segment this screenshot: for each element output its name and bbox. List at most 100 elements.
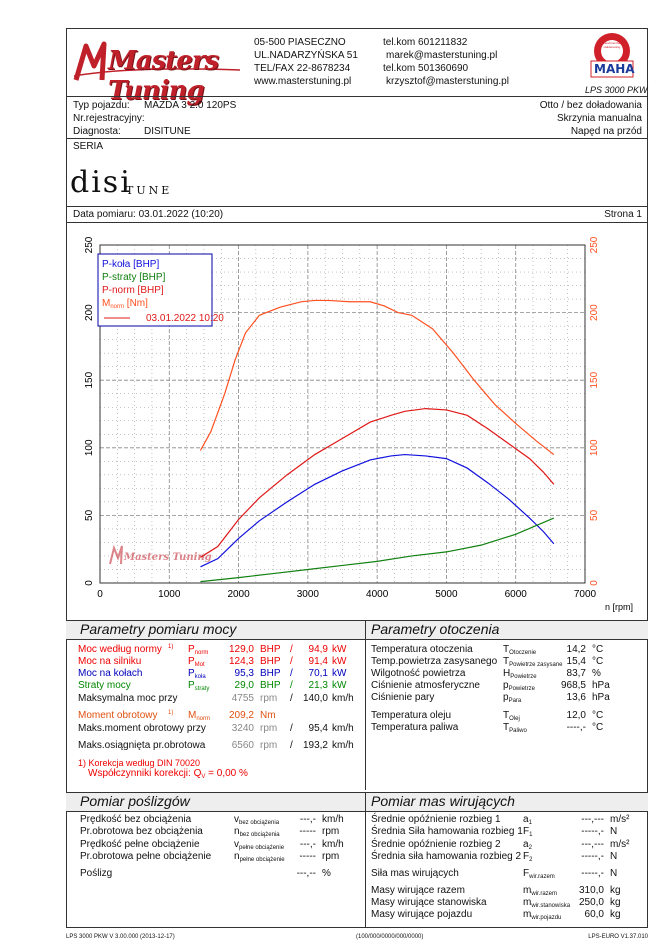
power-row-r8-unit1: rpm — [260, 740, 278, 751]
mass-row-m1-sym-subscript: 1 — [528, 820, 532, 826]
power-row-r5-value1: 4755 — [231, 693, 254, 704]
power-row-r7-unit1: rpm — [260, 723, 278, 734]
disitune-logo-sub: TUNE — [126, 184, 173, 197]
power-row-r8-label: Maks.osiągnięta pr.obrotowa — [78, 740, 206, 751]
mass-row-m8-value: 60,0 — [584, 909, 604, 920]
mass-row-m2-value: -----,- — [581, 826, 604, 837]
mass-row-m3-sym-subscript: 2 — [528, 845, 532, 851]
company-logo-graphic — [73, 41, 241, 81]
company-logo: Masters Tuning — [72, 36, 244, 106]
x-tick-label: 7000 — [574, 589, 597, 600]
slip-row-s3-value: ---,- — [299, 839, 316, 850]
mass-row-m8-sym-symbol: m — [523, 909, 532, 920]
x-tick-label: 6000 — [505, 589, 528, 600]
power-row-r1-value2: 94,9 — [308, 644, 328, 655]
correction-sub: V — [201, 774, 206, 780]
chart-legend: P-koła [BHP] P-straty [BHP] P-norm [BHP]… — [97, 253, 224, 327]
power-row-r3-unit2: kW — [332, 668, 347, 679]
power-params-title: Parametry pomiaru mocy — [80, 621, 237, 637]
slip-row-s4-value: ----- — [299, 851, 316, 862]
mass-row-m4-sym-subscript: 2 — [529, 857, 533, 863]
power-row-r5-unit1: rpm — [260, 693, 278, 704]
mass-row-m3-sym: a2 — [523, 839, 532, 854]
power-row-r6-footnote: 1) — [168, 710, 174, 716]
params-header-bar — [66, 620, 648, 640]
page-number: Strona 1 — [604, 209, 642, 220]
mass-row-m2-sym-subscript: 1 — [529, 832, 533, 838]
mass-row-m4-value: -----,- — [581, 851, 604, 862]
slip-header-bar — [66, 792, 648, 812]
ambient-row-a3-value: 83,7 — [566, 668, 586, 679]
legend-p-kola: P-koła [BHP] — [102, 259, 159, 270]
mass-row-m5-sym: Fwir.razem — [523, 868, 555, 883]
power-row-r1-sym-subscript: norm — [194, 650, 209, 656]
slip-title: Pomiar poślizgów — [80, 793, 190, 809]
gearbox-type: Skrzynia manualna — [556, 113, 642, 124]
slip-row-s2-sym-symbol: n — [234, 826, 240, 837]
y-tick-right: 200 — [589, 304, 600, 321]
y-tick-left: 250 — [84, 236, 95, 253]
params-divider — [365, 620, 366, 790]
power-row-r7-value1: 3240 — [231, 723, 254, 734]
mass-row-m7-label: Masy wirujące stanowiska — [371, 897, 487, 908]
mass-row-m6-unit: kg — [610, 885, 621, 896]
disitune-logo-main: disi — [70, 165, 132, 200]
seria-label: SERIA — [73, 141, 104, 152]
contact-line-1: tel.kom 601211832 — [383, 37, 468, 48]
mass-row-m5-value: -----,- — [581, 868, 604, 879]
series-p-straty — [200, 517, 555, 583]
power-row-r2-sym: PMot — [188, 656, 205, 671]
legend-m-norm-sub: norm — [110, 304, 124, 310]
ambient-row-a3-sym: HPowietrze — [503, 668, 537, 683]
power-row-r2-separator: / — [290, 656, 293, 667]
ambient-row-a1-label: Temperatura otoczenia — [371, 644, 473, 655]
slip-row-s3-sym-symbol: v — [234, 839, 239, 850]
ambient-row-a5-value: 13,6 — [566, 692, 586, 703]
mass-row-m3-sym-symbol: a — [523, 839, 529, 850]
legend-m-norm-unit: [Nm] — [124, 298, 148, 309]
power-row-r6-sym-symbol: M — [188, 710, 197, 721]
power-row-r1-separator: / — [290, 644, 293, 655]
correction-value: = 0,00 % — [208, 768, 248, 779]
ambient-row-a1-sym: TOtoczenie — [503, 644, 536, 659]
mass-row-m3-value: ---,--- — [581, 839, 604, 850]
power-row-r3-sym-symbol: P — [188, 668, 195, 679]
mass-row-m3-label: Średnie opóźnienie rozbieg 2 — [371, 839, 501, 850]
power-row-r4-value2: 21,3 — [308, 680, 328, 691]
mass-row-m2-label: Średnia Siła hamowania rozbieg 1 — [371, 826, 523, 837]
legend-box — [97, 253, 213, 327]
ambient-row-a1-value: 14,2 — [566, 644, 586, 655]
slip-row-s2-unit: rpm — [322, 826, 340, 837]
watermark-text: Masters Tuning — [123, 552, 212, 563]
mass-row-m6-sym-symbol: m — [523, 885, 532, 896]
ambient-row-a5-sym-subscript: Para — [508, 698, 522, 704]
power-row-r4-sym-symbol: P — [188, 680, 195, 691]
ambient-row-a7-sym: TPaliwo — [503, 722, 527, 737]
power-row-r4-unit1: BHP — [260, 680, 281, 691]
slip-row-s3-sym: vpełne obciążenie — [234, 839, 284, 854]
y-tick-left: 150 — [84, 371, 95, 388]
power-row-r3-sym: Pkoła — [188, 668, 206, 683]
vehicle-type-value: MAZDA 3 2.0 120PS — [144, 100, 237, 111]
power-row-r6-sym-subscript: norm — [196, 716, 211, 722]
diagnostician-label: Diagnosta: — [73, 126, 121, 137]
series-m-norm — [199, 299, 555, 456]
legend-m-norm-symbol: M — [102, 298, 110, 309]
mass-row-m2-sym: F1 — [523, 826, 532, 841]
power-row-r2-value1: 124,3 — [228, 656, 254, 667]
power-row-r1-footnote: 1) — [168, 644, 174, 650]
power-row-r6-label: Moment obrotowy — [78, 710, 158, 721]
slip-row-s1-value: ---,- — [299, 814, 316, 825]
registration-label: Nr.rejestracyjny: — [73, 113, 145, 124]
power-row-r8-value2: 193,2 — [302, 740, 328, 751]
power-row-r6-sym: Mnorm — [188, 710, 210, 725]
legend-m-norm: Mnorm [Nm] — [102, 298, 148, 310]
divider — [66, 138, 648, 139]
ambient-row-a2-label: Temp.powietrza zasysanego — [371, 656, 498, 667]
diagnostician-value: DISITUNE — [144, 126, 191, 137]
legend-run-date: 03.01.2022 10:20 — [146, 313, 224, 324]
ambient-row-a6-unit: °C — [592, 710, 604, 721]
maha-ring-text: Maschinenbau Haldenwang — [602, 41, 622, 49]
power-row-r4-value1: 29,0 — [234, 680, 254, 691]
slip-row-s2-sym-subscript: bez obciążenia — [239, 832, 280, 838]
